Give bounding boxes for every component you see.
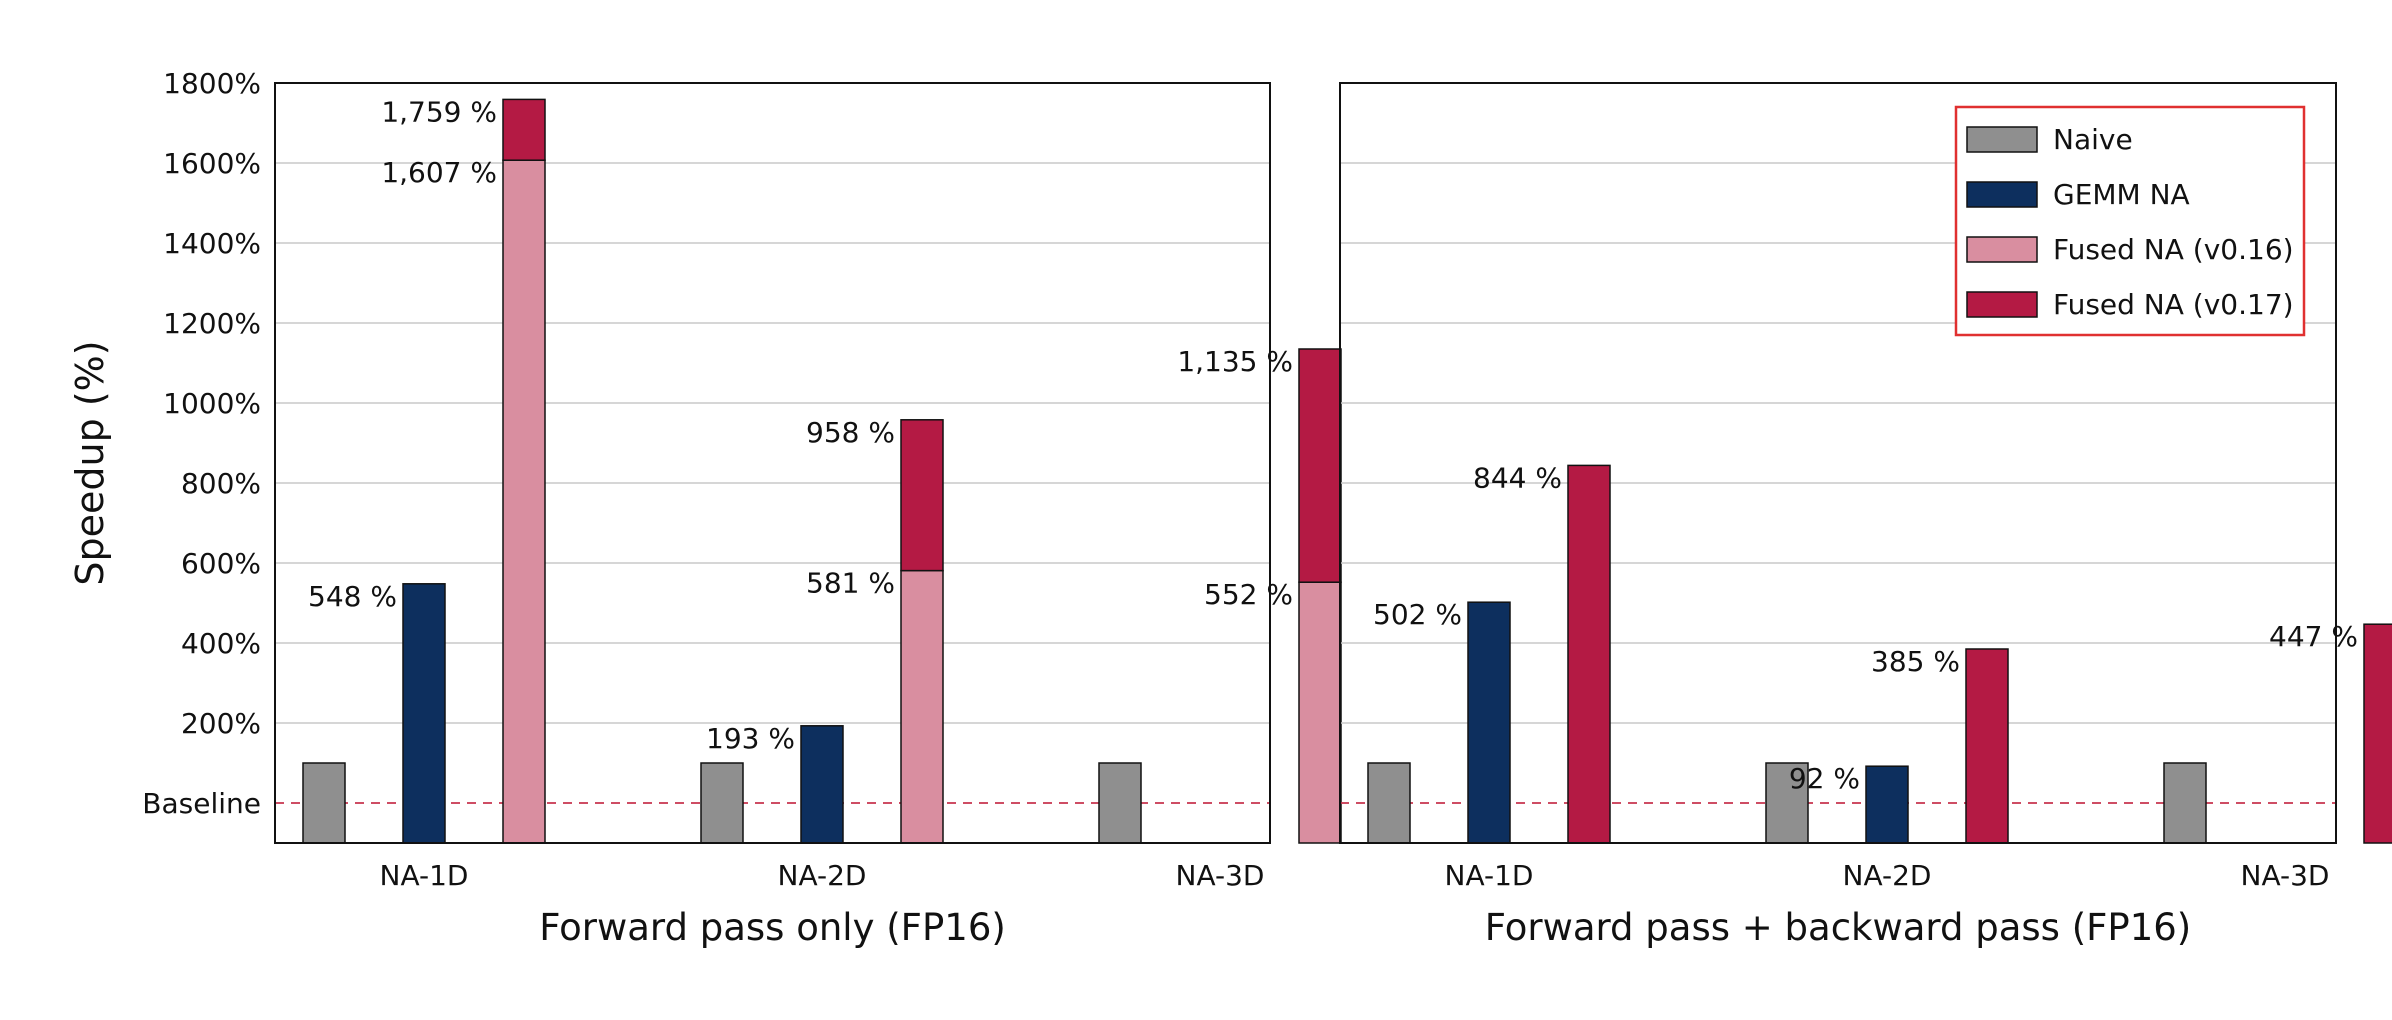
gemm-bar [402, 583, 446, 844]
fused-v016-bar [1298, 581, 1342, 844]
legend-swatch [1966, 236, 2038, 263]
fused-v017-data-label: 447 % [2269, 620, 2358, 653]
gemm-bar [1865, 765, 1909, 844]
y-tick-label: 1600% [163, 147, 261, 180]
bar-group-na-3d: 552 % 1,135 % NA-3D [1098, 345, 1342, 892]
x-category-label: NA-1D [380, 859, 469, 892]
legend-swatch [1966, 126, 2038, 153]
gemm-data-label: 193 % [706, 722, 795, 755]
bar-group-na-1d: 502 % 844 % NA-1D [1367, 461, 1611, 892]
panel-2: 502 % 844 % NA-1D 92 % 385 % NA-2D 447 % NA-3D F… [1339, 82, 2392, 949]
legend-item: Fused NA (v0.17) [1966, 288, 2294, 321]
fused-v017-bar [2363, 623, 2392, 844]
y-tick-label: Baseline [142, 787, 261, 820]
legend-swatch [1966, 291, 2038, 318]
x-category-label: NA-2D [778, 859, 867, 892]
fused-v017-data-label: 844 % [1473, 461, 1562, 494]
legend-swatch [1966, 181, 2038, 208]
gemm-bar [800, 725, 844, 844]
gemm-data-label: 548 % [308, 580, 397, 613]
y-axis-title: Speedup (%) [68, 340, 112, 585]
legend-item: Naive [1966, 123, 2133, 156]
naive-bar [2163, 762, 2207, 844]
fused-v016-data-label: 581 % [806, 567, 895, 600]
fused-v016-data-label: 1,607 % [381, 156, 497, 189]
gemm-bar [1467, 601, 1511, 844]
legend-label: Fused NA (v0.16) [2053, 233, 2294, 266]
fused-v017-data-label: 958 % [806, 416, 895, 449]
fused-v017-bar [900, 419, 944, 572]
legend-item: Fused NA (v0.16) [1966, 233, 2294, 266]
plot-frame [1339, 82, 2337, 844]
legend-label: Fused NA (v0.17) [2053, 288, 2294, 321]
gemm-data-label: 502 % [1373, 598, 1462, 631]
legend-label: Naive [2053, 123, 2133, 156]
fused-v017-data-label: 1,135 % [1177, 345, 1293, 378]
bar-group-na-3d: 447 % NA-3D [2163, 620, 2392, 892]
gemm-data-label: 92 % [1789, 762, 1860, 795]
fused-v017-bar [1298, 348, 1342, 583]
y-tick-label: 600% [181, 547, 261, 580]
x-category-label: NA-3D [2241, 859, 2330, 892]
naive-bar [302, 762, 346, 844]
x-axis-title: Forward pass + backward pass (FP16) [1485, 906, 2192, 949]
bar-group-na-2d: 92 % 385 % NA-2D [1765, 645, 2009, 892]
fused-v017-data-label: 385 % [1871, 645, 1960, 678]
legend-item: GEMM NA [1966, 178, 2190, 211]
fused-v017-bar [502, 98, 546, 161]
y-tick-label: 1800% [163, 67, 261, 100]
y-tick-label: 1400% [163, 227, 261, 260]
x-category-label: NA-1D [1445, 859, 1534, 892]
bar-group-na-1d: 548 % 1,607 % 1,759 % NA-1D [302, 95, 546, 892]
fused-v017-bar [1965, 648, 2009, 844]
naive-bar [1098, 762, 1142, 844]
x-axis-title: Forward pass only (FP16) [539, 906, 1006, 949]
y-tick-label: 1200% [163, 307, 261, 340]
x-category-label: NA-3D [1176, 859, 1265, 892]
fused-v017-data-label: 1,759 % [381, 95, 497, 128]
fused-v016-bar [502, 159, 546, 844]
y-tick-label: 200% [181, 707, 261, 740]
fused-v016-bar [900, 569, 944, 844]
naive-bar [1367, 762, 1411, 844]
naive-bar [700, 762, 744, 844]
y-tick-label: 1000% [163, 387, 261, 420]
x-category-label: NA-2D [1843, 859, 1932, 892]
panel-1: Baseline 200% 400% 600% 800% 1000% 1200% 1400% 1… [142, 67, 1342, 949]
y-tick-label: 800% [181, 467, 261, 500]
plot-frame [274, 82, 1271, 844]
bar-group-na-2d: 193 % 581 % 958 % NA-2D [700, 416, 944, 892]
legend-label: GEMM NA [2053, 178, 2190, 211]
fused-v017-bar [1567, 464, 1611, 844]
y-tick-label: 400% [181, 627, 261, 660]
legend: Naive GEMM NA Fused NA (v0.16) Fused NA (v0… [1954, 105, 2306, 337]
fused-v016-data-label: 552 % [1204, 578, 1293, 611]
